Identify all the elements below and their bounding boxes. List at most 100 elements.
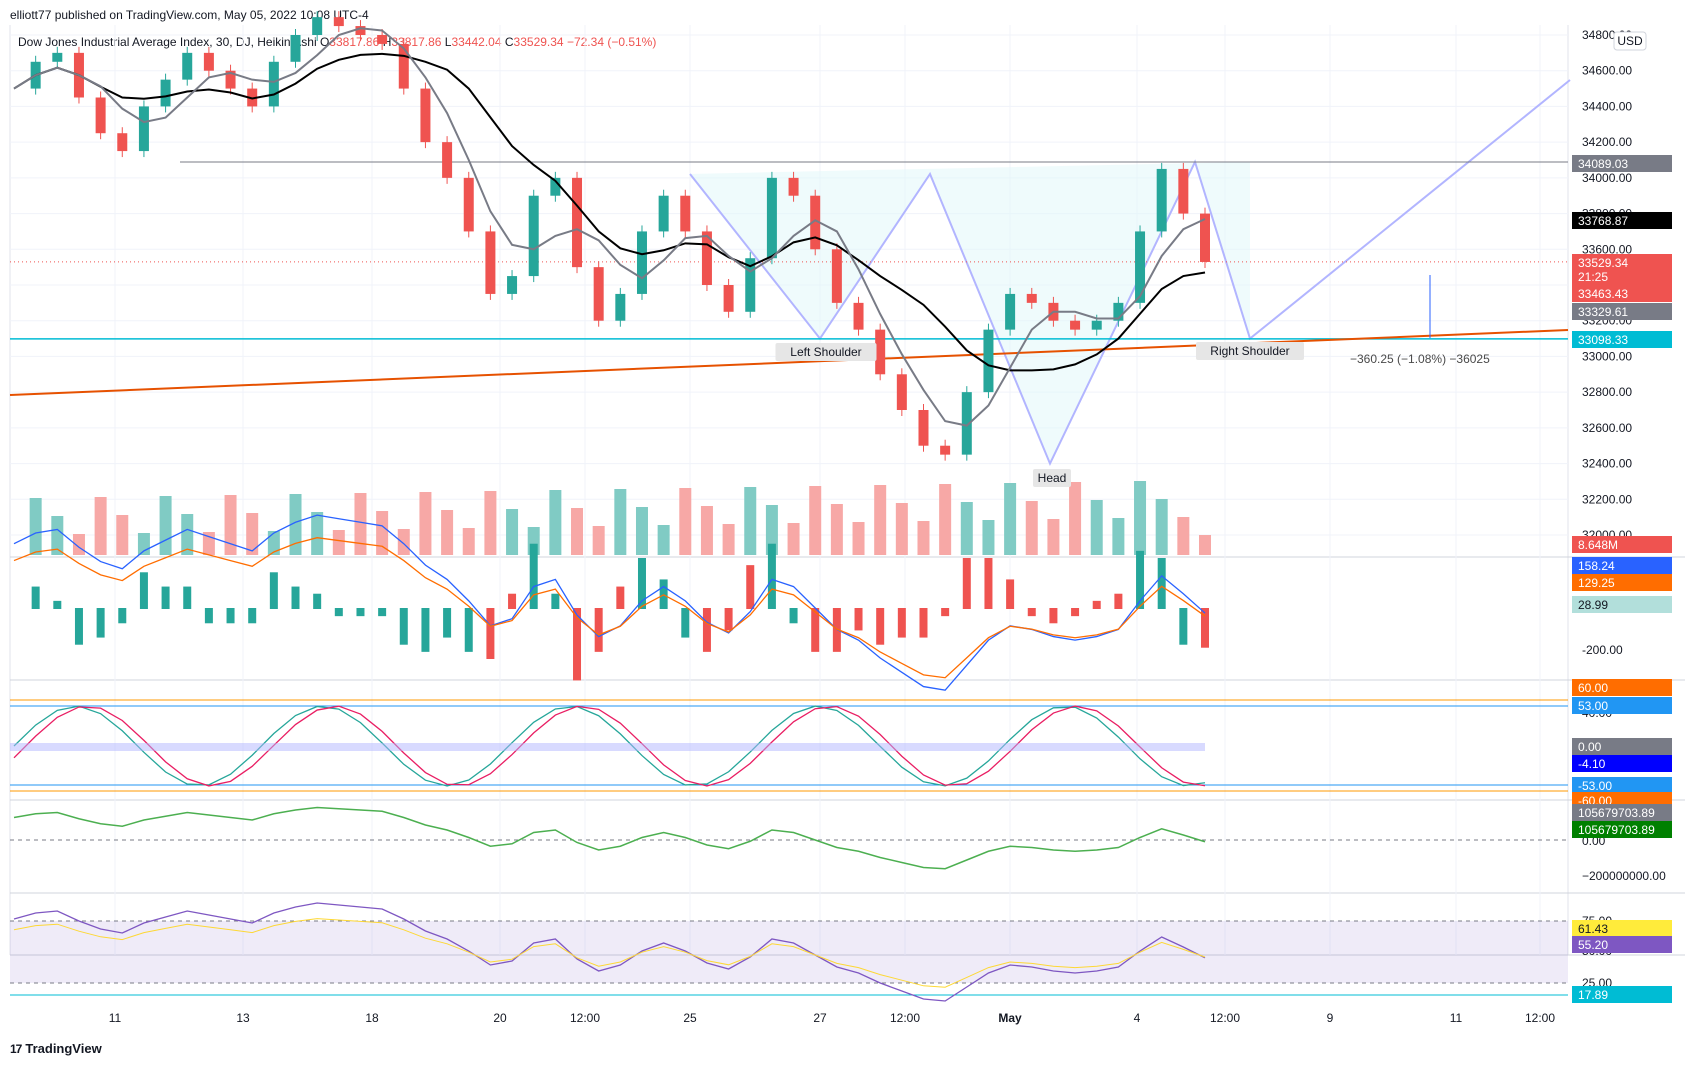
- price-label-bg: [1572, 285, 1672, 302]
- ohlc-low-label: L: [444, 35, 452, 49]
- volume-bar: [246, 513, 259, 555]
- osc-band: [10, 743, 1205, 751]
- rsi-label: 61.43: [1578, 922, 1608, 936]
- macd-label-bg: [1572, 557, 1672, 574]
- annotation-bg: [1033, 469, 1071, 487]
- candle-body: [658, 195, 669, 232]
- volume-bar: [94, 497, 107, 555]
- candle-body: [766, 177, 777, 259]
- annotation-bg: [1196, 342, 1304, 360]
- volume-bar: [1069, 482, 1082, 555]
- candle-body: [442, 142, 453, 178]
- macd-hist: [876, 608, 885, 645]
- candle-body: [52, 52, 63, 62]
- candle-body: [398, 43, 409, 89]
- macd-label-bg: [1572, 596, 1672, 613]
- macd-hist: [53, 600, 62, 609]
- rsi-label: 55.20: [1578, 938, 1608, 952]
- time-tick: 20: [493, 1011, 507, 1025]
- ohlc-low: 33442.04: [451, 35, 502, 49]
- price-tick: 33600.00: [1582, 242, 1632, 256]
- volume-bar: [181, 514, 194, 555]
- candle-body: [1178, 168, 1189, 214]
- volume-bar: [462, 528, 475, 555]
- candle-body: [1005, 293, 1016, 330]
- footer-text: TradingView: [25, 1041, 102, 1056]
- candle-body: [593, 267, 604, 321]
- volume-bar: [311, 512, 324, 555]
- volume-bar: [679, 488, 692, 555]
- macd-hist: [508, 593, 517, 609]
- candle-body: [636, 231, 647, 294]
- macd-hist: [74, 608, 83, 645]
- volume-bar: [895, 503, 908, 555]
- volume-bar: [571, 508, 584, 555]
- candle-body: [160, 79, 171, 107]
- macd-hist: [1071, 608, 1080, 617]
- candle-body: [268, 61, 279, 107]
- currency-label: USD: [1617, 34, 1643, 48]
- candle-body: [1156, 168, 1167, 232]
- price-tick: 33000.00: [1582, 349, 1632, 363]
- candle-body: [1135, 231, 1146, 303]
- volume-bar: [765, 505, 778, 555]
- rsi-label-bg: [1572, 920, 1672, 937]
- osc-label: -53.00: [1578, 779, 1612, 793]
- volume-bar: [1177, 517, 1190, 555]
- macd-hist: [96, 608, 105, 638]
- candle-body: [507, 276, 518, 294]
- macd-hist: [1157, 558, 1166, 609]
- candle-body: [788, 177, 799, 196]
- osc-label-bg: [1572, 738, 1672, 755]
- volume-bar: [1112, 518, 1125, 555]
- volume-bar: [159, 496, 172, 555]
- price-label-bg: [1572, 331, 1672, 348]
- candle-body: [528, 195, 539, 277]
- volume-bar: [441, 510, 454, 555]
- macd-hist: [573, 608, 582, 681]
- price-label: 33329.61: [1578, 305, 1628, 319]
- macd-hist: [1027, 608, 1036, 617]
- macd-hist: [919, 608, 928, 638]
- time-tick: 25: [683, 1011, 697, 1025]
- volume-bar: [1004, 483, 1017, 555]
- price-label-bg: [1572, 254, 1672, 271]
- price-label-bg: [1572, 268, 1672, 285]
- macd-hist: [1006, 579, 1015, 609]
- macd-hist: [529, 543, 538, 609]
- macd-label-bg: [1572, 574, 1672, 591]
- price-label: 34089.03: [1578, 157, 1628, 171]
- ohlc-close-label: C: [504, 35, 514, 49]
- candle-body: [203, 52, 214, 71]
- price-label: 33098.33: [1578, 333, 1628, 347]
- time-tick: 11: [109, 1011, 122, 1025]
- chart-canvas[interactable]: 34800.0034600.0034400.0034200.0034000.00…: [0, 0, 1695, 1040]
- price-label: 21:25: [1578, 270, 1608, 284]
- price-label: 8.648M: [1578, 538, 1618, 552]
- time-tick: 12:00: [890, 1011, 920, 1025]
- volume-bar: [809, 486, 822, 555]
- volume-bar: [614, 489, 627, 555]
- macd-hist: [31, 586, 40, 609]
- candle-body: [138, 106, 149, 152]
- macd-hist: [139, 572, 148, 609]
- time-tick: 18: [365, 1011, 379, 1025]
- volume-bar: [137, 533, 150, 555]
- volume-bar: [830, 504, 843, 555]
- time-tick: 12:00: [570, 1011, 600, 1025]
- candle-body: [918, 410, 929, 446]
- currency-badge: [1613, 31, 1647, 51]
- volume-bar: [1090, 500, 1103, 555]
- price-tick: 32400.00: [1582, 457, 1632, 471]
- candle-body: [896, 374, 907, 410]
- macd-tick: -200.00: [1582, 643, 1623, 657]
- time-tick: 12:00: [1210, 1011, 1240, 1025]
- time-tick: 12:00: [1525, 1011, 1555, 1025]
- osc-label: 60.00: [1578, 681, 1608, 695]
- macd-hist: [616, 586, 625, 609]
- head-label: Head: [1038, 471, 1067, 485]
- macd-label: 129.25: [1578, 576, 1615, 590]
- time-tick: 4: [1134, 1011, 1141, 1025]
- macd-hist: [334, 608, 343, 617]
- macd-hist: [811, 608, 820, 652]
